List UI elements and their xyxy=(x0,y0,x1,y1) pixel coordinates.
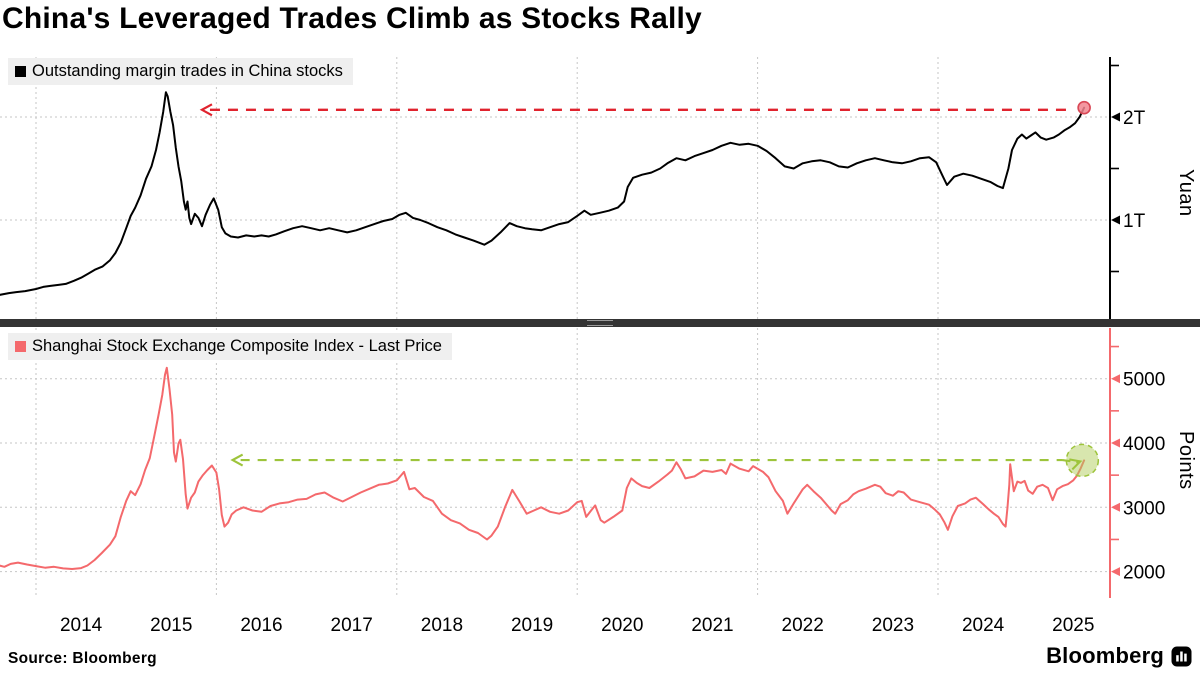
y-axis-tick-arrow-icon xyxy=(1111,567,1120,577)
green-arrowhead-icon xyxy=(230,453,244,467)
y-axis-tick-arrow-icon xyxy=(1111,502,1120,512)
y-axis-tick-arrow-icon xyxy=(1111,112,1120,122)
red-arrowhead-icon xyxy=(199,103,213,117)
y-axis-tick-arrow-icon xyxy=(1111,374,1120,384)
source-credit: Source: Bloomberg xyxy=(8,650,157,667)
x-axis-label: 2014 xyxy=(59,615,103,636)
series-line xyxy=(0,91,1086,296)
shanghai-composite-chart-panel: 5000 4000 3000 2000 xyxy=(0,328,1165,598)
x-axis-label: 2020 xyxy=(601,615,644,636)
y-axis-tick-label: 5000 xyxy=(1123,370,1165,391)
bloomberg-brand: Bloomberg xyxy=(1046,643,1192,669)
latest-value-dot-marker xyxy=(1077,100,1091,115)
y-axis-tick-label: 1T xyxy=(1123,211,1146,232)
panel-divider[interactable] xyxy=(0,319,1200,327)
x-axis-label: 2018 xyxy=(420,615,464,636)
bottom-y-axis-title: Points xyxy=(1175,430,1197,490)
y-axis-tick-arrow-icon xyxy=(1111,215,1120,225)
y-axis-tick-arrow-icon xyxy=(1111,438,1120,448)
legend-bottom: Shanghai Stock Exchange Composite Index … xyxy=(8,333,452,360)
x-axis: 2014 2015 2016 2017 2018 2019 2020 2021 2022 2023… xyxy=(0,615,1200,641)
legend-top: Outstanding margin trades in China stock… xyxy=(8,58,353,85)
x-axis-label: 2015 xyxy=(150,615,193,636)
margin-trades-chart-panel: 2T 1T xyxy=(0,57,1146,319)
x-axis-label: 2025 xyxy=(1052,615,1095,636)
drag-handle-icon[interactable] xyxy=(587,320,613,326)
y-axis-tick-label: 3000 xyxy=(1123,498,1165,519)
top-y-axis-title: Yuan xyxy=(1175,169,1197,217)
legend-label-bottom: Shanghai Stock Exchange Composite Index … xyxy=(32,337,442,355)
x-axis-label: 2017 xyxy=(330,615,373,636)
bloomberg-terminal-bars-icon xyxy=(1171,646,1192,666)
legend-label-top: Outstanding margin trades in China stock… xyxy=(32,62,343,80)
x-axis-label: 2024 xyxy=(961,615,1005,636)
y-axis-tick-label: 2000 xyxy=(1123,563,1165,584)
y-axis-tick-label: 4000 xyxy=(1123,434,1165,455)
x-axis-label: 2019 xyxy=(510,615,554,636)
x-axis-label: 2023 xyxy=(871,615,915,636)
legend-swatch-black xyxy=(15,66,26,77)
x-axis-label: 2021 xyxy=(691,615,734,636)
series-line xyxy=(0,366,1086,570)
green-endpoint-arrowhead-icon xyxy=(1069,458,1083,471)
x-axis-label: 2022 xyxy=(781,615,824,636)
x-axis-label: 2016 xyxy=(240,615,283,636)
bloomberg-wordmark: Bloomberg xyxy=(1046,643,1164,668)
green-annotation-tail xyxy=(1062,458,1079,464)
legend-swatch-red xyxy=(15,341,26,352)
y-axis-tick-label: 2T xyxy=(1123,108,1146,129)
page-title: China's Leveraged Trades Climb as Stocks… xyxy=(2,2,702,35)
